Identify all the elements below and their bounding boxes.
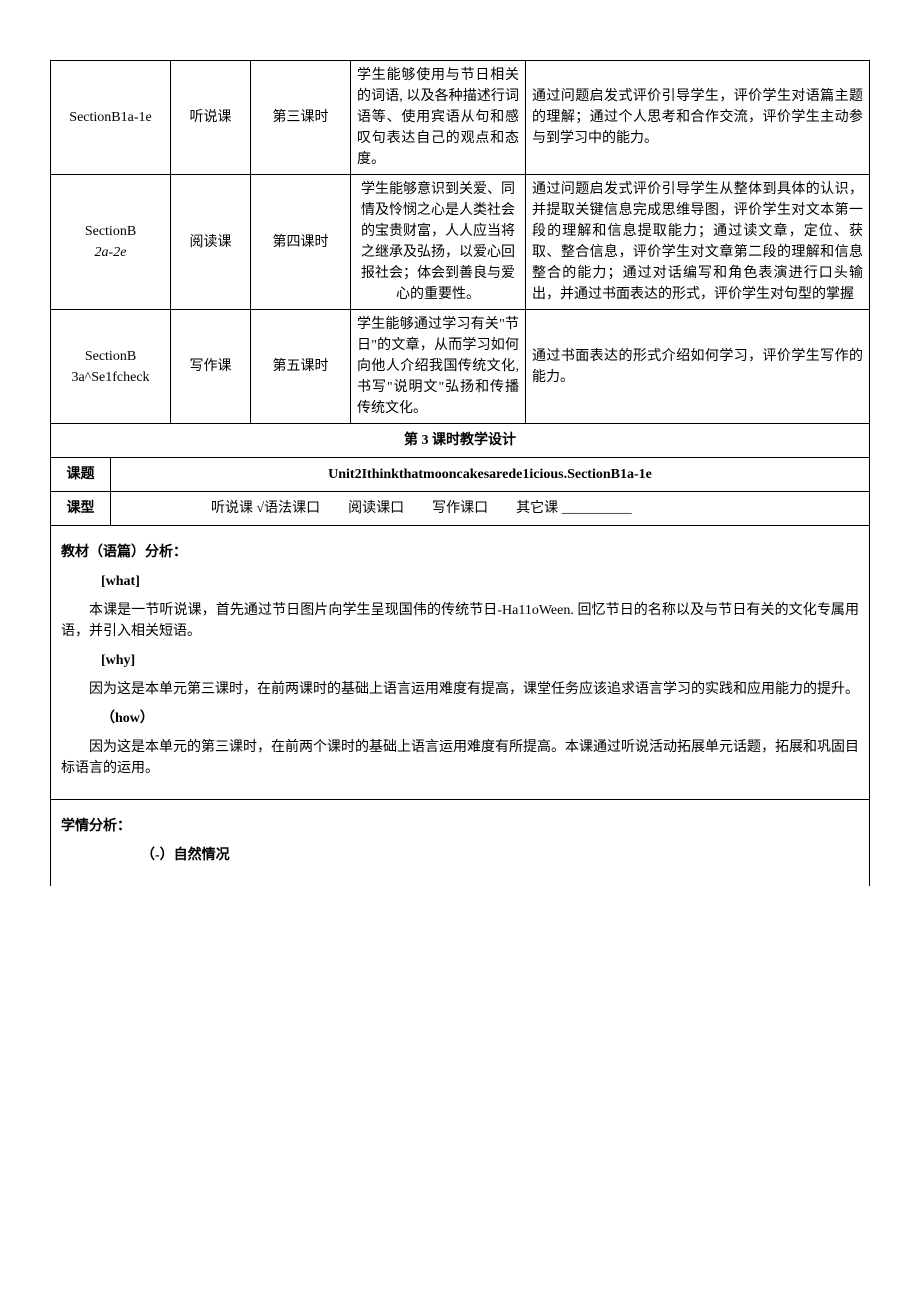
plan-row: SectionB1a-1e 听说课 第三课时 学生能够使用与节日相关的词语, 以… <box>51 61 870 175</box>
type-cell: 阅读课 <box>171 175 251 310</box>
what-heading: [what] <box>101 571 859 592</box>
goal-cell: 学生能够使用与节日相关的词语, 以及各种描述行词语等、使用宾语从句和感叹句表达自… <box>351 61 526 175</box>
plan-table: SectionB1a-1e 听说课 第三课时 学生能够使用与节日相关的词语, 以… <box>50 60 870 458</box>
period-cell: 第三课时 <box>251 61 351 175</box>
eval-cell: 通过书面表达的形式介绍如何学习，评价学生写作的能力。 <box>526 310 870 424</box>
why-heading: [why] <box>101 650 859 671</box>
section-sub: 2a-2e <box>57 242 164 263</box>
design-header-row: 第 3 课时教学设计 <box>51 424 870 458</box>
student-analysis: 学情分析： （-）自然情况 <box>50 800 870 886</box>
type-cell: 写作课 <box>171 310 251 424</box>
period-cell: 第五课时 <box>251 310 351 424</box>
material-analysis-title: 教材（语篇）分析： <box>61 542 859 563</box>
section-cell: SectionB 3a^Se1fcheck <box>51 310 171 424</box>
eval-cell: 通过问题启发式评价引导学生，评价学生对语篇主题的理解；通过个人思考和合作交流，评… <box>526 61 870 175</box>
eval-cell: 通过问题启发式评价引导学生从整体到具体的认识，并提取关键信息完成思维导图，评价学… <box>526 175 870 310</box>
student-analysis-title: 学情分析： <box>61 816 859 837</box>
section-cell: SectionB 2a-2e <box>51 175 171 310</box>
type-row: 课型 听说课 √语法课口 阅读课口 写作课口 其它课 __________ <box>51 492 870 526</box>
section-main: SectionB <box>57 221 164 242</box>
section-main: SectionB <box>57 346 164 367</box>
section-cell: SectionB1a-1e <box>51 61 171 175</box>
topic-value: Unit2Ithinkthatmooncakesarede1icious.Sec… <box>111 458 870 492</box>
how-heading: （how） <box>101 708 859 729</box>
what-para: 本课是一节听说课，首先通过节日图片向学生呈现国伟的传统节日-Ha11oWeen.… <box>61 600 859 642</box>
topic-row: 课题 Unit2Ithinkthatmooncakesarede1icious.… <box>51 458 870 492</box>
type-options: 听说课 √语法课口 阅读课口 写作课口 其它课 __________ <box>111 492 870 526</box>
type-cell: 听说课 <box>171 61 251 175</box>
design-header: 第 3 课时教学设计 <box>51 424 870 458</box>
student-analysis-sub: （-）自然情况 <box>141 845 859 866</box>
section-sub: 3a^Se1fcheck <box>57 367 164 388</box>
plan-row: SectionB 3a^Se1fcheck 写作课 第五课时 学生能够通过学习有… <box>51 310 870 424</box>
material-analysis: 教材（语篇）分析： [what] 本课是一节听说课，首先通过节日图片向学生呈现国… <box>50 526 870 800</box>
how-para: 因为这是本单元的第三课时，在前两个课时的基础上语言运用难度有所提高。本课通过听说… <box>61 737 859 779</box>
goal-cell: 学生能够意识到关爱、同情及怜悯之心是人类社会的宝贵财富，人人应当将之继承及弘扬，… <box>351 175 526 310</box>
period-cell: 第四课时 <box>251 175 351 310</box>
plan-row: SectionB 2a-2e 阅读课 第四课时 学生能够意识到关爱、同情及怜悯之… <box>51 175 870 310</box>
why-para: 因为这是本单元第三课时，在前两课时的基础上语言运用难度有提高，课堂任务应该追求语… <box>61 679 859 700</box>
meta-table: 课题 Unit2Ithinkthatmooncakesarede1icious.… <box>50 458 870 526</box>
goal-cell: 学生能够通过学习有关"节日"的文章，从而学习如何向他人介绍我国传统文化, 书写"… <box>351 310 526 424</box>
type-label: 课型 <box>51 492 111 526</box>
topic-label: 课题 <box>51 458 111 492</box>
